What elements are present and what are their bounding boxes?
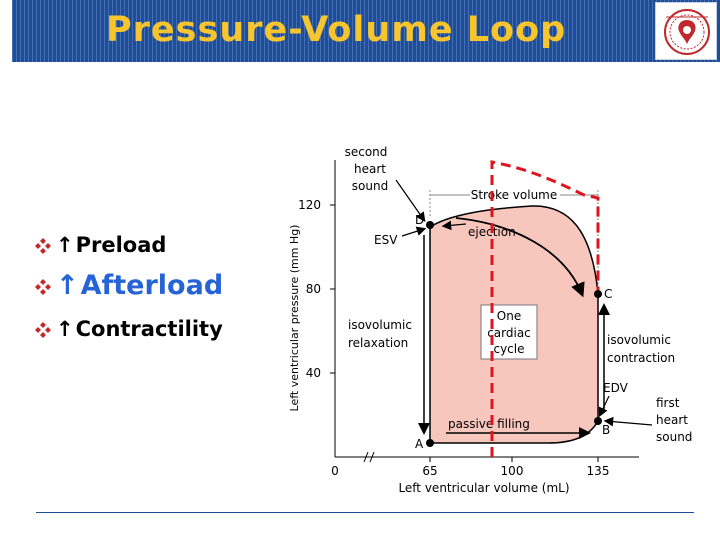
- second-heart-sound-line1: second: [345, 145, 388, 159]
- slide-title: Pressure-Volume Loop: [106, 10, 567, 50]
- x-tick-label-100: 100: [501, 464, 524, 478]
- x-tick-label-65: 65: [422, 464, 437, 478]
- logo-emblem-icon: [664, 9, 710, 55]
- header-bar: Pressure-Volume Loop: [0, 0, 720, 62]
- up-arrow-icon: ↑: [56, 270, 79, 301]
- cardiac-cycle-line3: cycle: [493, 342, 524, 356]
- second-heart-sound-line2: heart: [354, 162, 386, 176]
- first-heart-sound-line2: heart: [656, 413, 688, 427]
- cardiac-cycle-line2: cardiac: [487, 326, 531, 340]
- ejection-arrow-left: [441, 220, 467, 231]
- passive-filling-label: passive filling: [448, 417, 530, 431]
- bullet-label: Afterload: [80, 270, 224, 301]
- y-tick-label-40: 40: [306, 366, 321, 380]
- bullet-list: ↑Preload ↑Afterload ↑Contractility: [34, 226, 294, 348]
- university-logo: [655, 2, 717, 60]
- stroke-volume-label: Stroke volume: [471, 188, 558, 202]
- iso-relax-line2: relaxation: [348, 336, 408, 350]
- axis-break: [363, 451, 375, 463]
- bullet-label: Preload: [75, 233, 167, 257]
- point-d: [426, 221, 434, 229]
- iso-relax-line1: isovolumic: [348, 318, 412, 332]
- pv-loop-diagram: 120 80 40 0 65 100 135 Left ventricular …: [284, 140, 720, 502]
- point-b-label: B: [602, 423, 610, 437]
- diamond-bullet-icon: [35, 322, 51, 338]
- diamond-bullet-icon: [35, 278, 51, 295]
- first-heart-sound-line1: first: [656, 396, 680, 410]
- bullet-contractility: ↑Contractility: [34, 310, 294, 348]
- first-heart-sound-line3: sound: [656, 430, 692, 444]
- up-arrow-icon: ↑: [56, 317, 74, 341]
- point-b: [594, 417, 602, 425]
- afterload-overlay-dashed: [490, 160, 600, 457]
- bullet-afterload: ↑Afterload: [34, 264, 294, 308]
- point-d-label: D: [415, 213, 424, 227]
- point-c-label: C: [604, 287, 612, 301]
- second-heart-sound-arrow: [395, 179, 426, 222]
- x-axis-label: Left ventricular volume (mL): [398, 481, 569, 495]
- cardiac-cycle-box: [480, 304, 538, 360]
- y-tick-label-80: 80: [306, 282, 321, 296]
- y-tick-label-120: 120: [298, 198, 321, 212]
- cardiac-cycle-line1: One: [497, 309, 521, 323]
- x-tick-label-0: 0: [331, 464, 339, 478]
- iso-contract-line1: isovolumic: [607, 333, 671, 347]
- y-axis-label: Left ventricular pressure (mm Hg): [288, 225, 301, 412]
- header-left-edge: [0, 0, 12, 62]
- esv-arrow: [401, 226, 427, 237]
- bullet-label: Contractility: [75, 317, 223, 341]
- up-arrow-icon: ↑: [56, 233, 74, 257]
- point-c: [594, 290, 602, 298]
- x-tick-label-135: 135: [587, 464, 610, 478]
- point-a-label: A: [415, 437, 424, 451]
- iso-contract-line2: contraction: [607, 351, 675, 365]
- bullet-preload: ↑Preload: [34, 226, 294, 264]
- footer-divider: [36, 512, 694, 513]
- point-a: [426, 439, 434, 447]
- pv-loop-svg: 120 80 40 0 65 100 135 Left ventricular …: [288, 145, 692, 495]
- diamond-bullet-icon: [35, 238, 51, 254]
- second-heart-sound-line3: sound: [352, 179, 388, 193]
- first-heart-sound-arrow: [603, 416, 653, 427]
- edv-label: EDV: [603, 381, 629, 395]
- ejection-arrow: [455, 217, 585, 298]
- esv-label: ESV: [374, 233, 398, 247]
